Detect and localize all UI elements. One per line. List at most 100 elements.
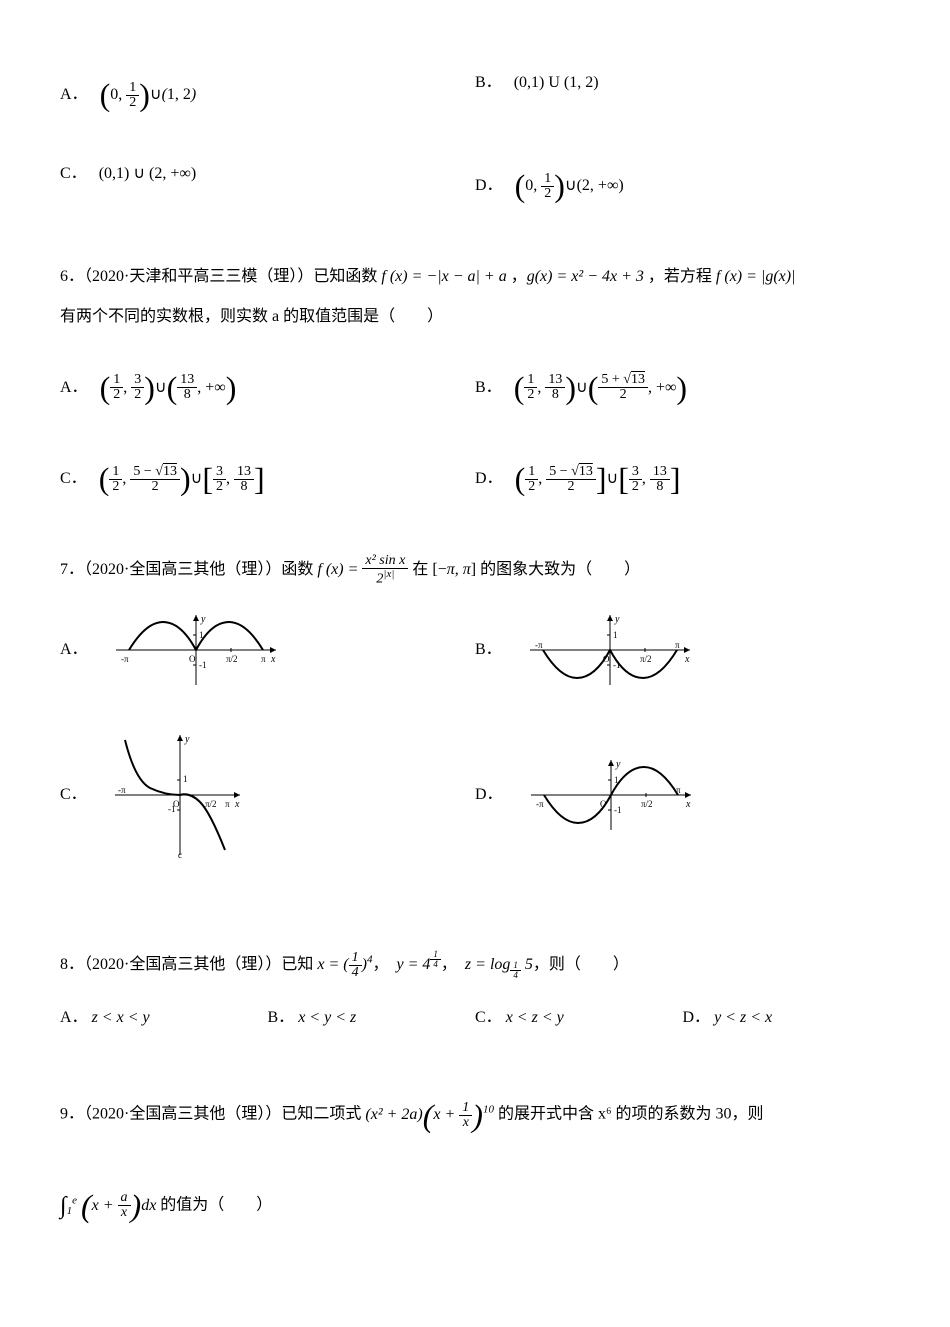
q7-option-d: D． y x O 1 -1 -π π π/2 xyxy=(475,730,890,860)
q-source: （2020·全国高三其他（理）） xyxy=(84,956,281,973)
svg-text:1: 1 xyxy=(183,774,188,784)
q-number: 7． xyxy=(60,561,84,578)
svg-text:π: π xyxy=(675,640,680,650)
math-y: y = 414 xyxy=(396,956,440,973)
math-expr: (12, 5 − √132]∪[32, 138] xyxy=(515,470,681,487)
q6-option-b: B． (12, 138)∪(5 + √132, +∞) xyxy=(475,362,890,413)
q8-option-d: D． y < z < x xyxy=(683,1005,891,1031)
math-expr: (0, 12)∪(1, 2) xyxy=(100,86,197,103)
q5-option-c: C． (0,1) ∪ (2, +∞) xyxy=(60,161,475,212)
q-text: 的展开式中含 x⁶ 的项的系数为 30，则 xyxy=(494,1106,764,1123)
svg-text:x: x xyxy=(234,799,240,810)
q-number: 9． xyxy=(60,1106,84,1123)
svg-text:O: O xyxy=(189,654,196,664)
q6-text: 6．（2020·天津和平高三三模（理））已知函数 f (x) = −|x − a… xyxy=(60,257,890,337)
math-expr: z < x < y xyxy=(92,1009,150,1026)
option-label: A． xyxy=(60,82,88,108)
math-expr: (12, 32)∪(138, +∞) xyxy=(100,379,237,396)
svg-text:-π: -π xyxy=(535,640,543,650)
option-label: D． xyxy=(683,1009,711,1026)
q7-text: 7．（2020·全国高三其他（理））函数 f (x) = x² sin x2|x… xyxy=(60,550,890,590)
math-eq: f (x) = |g(x)| xyxy=(716,268,796,285)
interval: [−π, π] xyxy=(432,561,476,578)
option-label: B． xyxy=(475,70,502,96)
svg-text:y: y xyxy=(184,734,190,745)
svg-text:-1: -1 xyxy=(199,660,207,670)
math-expr: (0,1) ∪ (2, +∞) xyxy=(99,165,196,182)
q-text: ，若方程 xyxy=(644,268,716,285)
svg-text:-π: -π xyxy=(118,785,126,795)
math-expr: (0,1) U (1, 2) xyxy=(514,74,599,91)
math-fx: f (x) = −|x − a| + a xyxy=(381,268,506,285)
q8-option-b: B． x < y < z xyxy=(268,1005,476,1031)
math-gx: g(x) = x² − 4x + 3 xyxy=(527,268,644,285)
svg-text:π/2: π/2 xyxy=(226,654,238,664)
q8-options: A． z < x < y B． x < y < z C． x < z < y D… xyxy=(60,1005,890,1031)
svg-text:-1: -1 xyxy=(614,805,622,815)
q6-option-a: A． (12, 32)∪(138, +∞) xyxy=(60,362,475,413)
math-fx: f (x) = x² sin x2|x| xyxy=(317,561,408,578)
q8-text: 8．（2020·全国高三其他（理））已知 x = (14)4， y = 414，… xyxy=(60,945,890,985)
q-text: 已知 xyxy=(281,956,317,973)
svg-text:-π: -π xyxy=(536,799,544,809)
option-label: C． xyxy=(475,1009,502,1026)
math-z: z = log14 5 xyxy=(465,956,533,973)
q6-options-row1: A． (12, 32)∪(138, +∞) B． (12, 138)∪(5 + … xyxy=(60,362,890,413)
math-expr: (12, 5 − √132)∪[32, 138] xyxy=(99,470,265,487)
math-expr: y < z < x xyxy=(714,1009,772,1026)
svg-text:x: x xyxy=(685,799,691,810)
q5-option-d: D． (0, 12)∪(2, +∞) xyxy=(475,161,890,212)
graph-d-svg: y x O 1 -1 -π π π/2 xyxy=(526,755,696,835)
q-text: 函数 xyxy=(281,561,317,578)
q-text: 在 xyxy=(408,561,432,578)
option-label: D． xyxy=(475,466,503,492)
q-text: ， xyxy=(372,956,380,973)
math-binom: (x² + 2a)(x + 1x)10 xyxy=(365,1106,494,1123)
svg-text:π/2: π/2 xyxy=(641,799,653,809)
svg-text:π: π xyxy=(261,654,266,664)
q-text: 已知函数 xyxy=(313,268,381,285)
q5-option-b: B． (0,1) U (1, 2) xyxy=(475,70,890,121)
option-label: D． xyxy=(475,173,503,199)
q7-option-a: A． y x O 1 -1 -π π π/2 xyxy=(60,610,475,690)
q5-option-a: A． (0, 12)∪(1, 2) xyxy=(60,70,475,121)
q-source: （2020·天津和平高三三模（理）） xyxy=(84,268,313,285)
svg-text:π: π xyxy=(225,799,230,809)
q9-text: 9．（2020·全国高三其他（理））已知二项式 (x² + 2a)(x + 1x… xyxy=(60,1075,890,1155)
math-x: x = (14)4 xyxy=(317,956,372,973)
option-label: B． xyxy=(268,1009,295,1026)
math-expr: x < z < y xyxy=(506,1009,564,1026)
q-source: （2020·全国高三其他（理）） xyxy=(84,1106,281,1123)
svg-text:π/2: π/2 xyxy=(640,654,652,664)
option-label: D． xyxy=(475,782,503,808)
option-label: C． xyxy=(60,466,87,492)
math-expr: (0, 12)∪(2, +∞) xyxy=(515,177,624,194)
q7-option-c: C． y x O 1 -1 -π π π/2 c xyxy=(60,730,475,860)
q5-options-row1: A． (0, 12)∪(1, 2) B． (0,1) U (1, 2) xyxy=(60,70,890,121)
q9-integral: ∫1e (x + ax)dx 的值为（ ） xyxy=(60,1180,890,1231)
graph-a-svg: y x O 1 -1 -π π π/2 xyxy=(111,610,281,690)
math-expr: (12, 138)∪(5 + √132, +∞) xyxy=(514,379,687,396)
svg-text:-1: -1 xyxy=(168,804,176,814)
option-label: C． xyxy=(60,782,87,808)
q-text: 有两个不同的实数根，则实数 a 的取值范围是（ ） xyxy=(60,308,443,325)
option-label: A． xyxy=(60,637,88,663)
svg-text:y: y xyxy=(615,759,621,770)
q7-option-b: B． y x O 1 -1 -π π π/2 xyxy=(475,610,890,690)
q5-options-row2: C． (0,1) ∪ (2, +∞) D． (0, 12)∪(2, +∞) xyxy=(60,161,890,212)
q6: 6．（2020·天津和平高三三模（理））已知函数 f (x) = −|x − a… xyxy=(60,257,890,504)
q-text: 已知二项式 xyxy=(281,1106,365,1123)
svg-text:π/2: π/2 xyxy=(205,799,217,809)
q-text: ， xyxy=(507,268,527,285)
math-integral: ∫1e (x + ax)dx xyxy=(60,1197,160,1214)
q6-options-row2: C． (12, 5 − √132)∪[32, 138] D． (12, 5 − … xyxy=(60,454,890,505)
svg-text:c: c xyxy=(178,850,182,860)
math-expr: x < y < z xyxy=(298,1009,356,1026)
q-number: 6． xyxy=(60,268,84,285)
q-text: 的值为（ ） xyxy=(160,1197,272,1214)
q6-option-c: C． (12, 5 − √132)∪[32, 138] xyxy=(60,454,475,505)
q6-option-d: D． (12, 5 − √132]∪[32, 138] xyxy=(475,454,890,505)
svg-text:x: x xyxy=(684,654,690,665)
option-label: C． xyxy=(60,161,87,187)
svg-text:x: x xyxy=(270,654,276,665)
